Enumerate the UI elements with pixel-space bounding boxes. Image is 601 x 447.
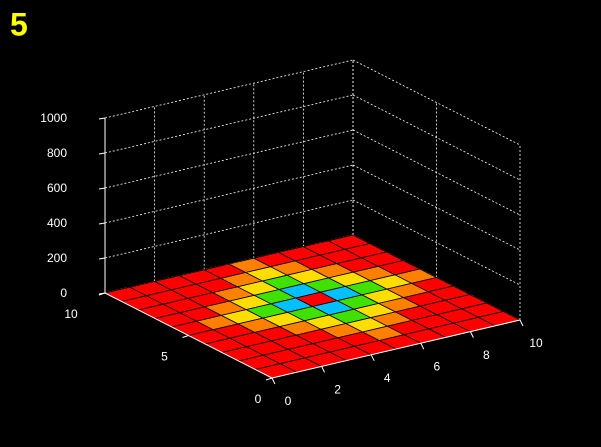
tick-mark [98, 292, 106, 295]
z-tick-label: 0 [60, 286, 67, 300]
z-tick-label: 800 [47, 146, 67, 160]
tick-mark [271, 377, 276, 385]
x-tick-label: 2 [334, 383, 341, 397]
tick-mark [98, 187, 106, 190]
grid-line [352, 199, 521, 286]
grid-line [104, 129, 354, 189]
tick-mark [98, 117, 106, 120]
tick-mark [98, 222, 106, 225]
y-tick-label: 5 [161, 350, 168, 364]
grid-line [104, 199, 354, 259]
tick-mark [321, 366, 326, 373]
grid-line [352, 59, 521, 146]
z-tick-label: 1000 [40, 111, 67, 125]
x-axis [271, 319, 521, 379]
z-tick-label: 600 [47, 181, 67, 195]
z-tick-label: 400 [47, 216, 67, 230]
tick-mark [265, 377, 273, 381]
x-tick-label: 10 [529, 336, 543, 350]
x-tick-label: 6 [433, 359, 440, 373]
y-tick-label: 0 [255, 392, 262, 406]
tick-mark [98, 152, 106, 155]
y-tick-label: 10 [64, 307, 78, 321]
tick-mark [469, 331, 474, 338]
tick-mark [370, 354, 375, 362]
x-tick-label: 8 [483, 348, 490, 362]
tick-mark [519, 319, 524, 327]
grid-line [104, 164, 354, 224]
tick-mark [420, 342, 425, 350]
chart-title: 5 [10, 6, 28, 42]
grid-line [104, 94, 354, 154]
grid-line [104, 59, 354, 119]
x-tick-label: 4 [384, 371, 391, 385]
z-tick-label: 200 [47, 251, 67, 265]
tick-mark [182, 335, 189, 338]
tick-mark [98, 257, 106, 260]
x-tick-label: 0 [285, 394, 292, 408]
